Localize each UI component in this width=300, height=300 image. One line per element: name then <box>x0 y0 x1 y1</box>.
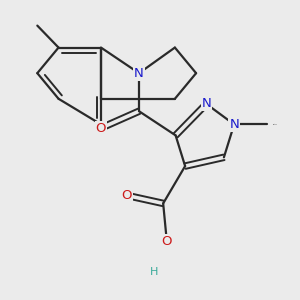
Text: methyl: methyl <box>273 124 278 125</box>
Text: N: N <box>202 98 211 110</box>
Text: H: H <box>149 267 158 277</box>
Text: O: O <box>162 235 172 248</box>
Text: N: N <box>229 118 239 131</box>
Text: O: O <box>121 189 132 202</box>
Text: N: N <box>134 67 144 80</box>
Text: O: O <box>96 122 106 134</box>
